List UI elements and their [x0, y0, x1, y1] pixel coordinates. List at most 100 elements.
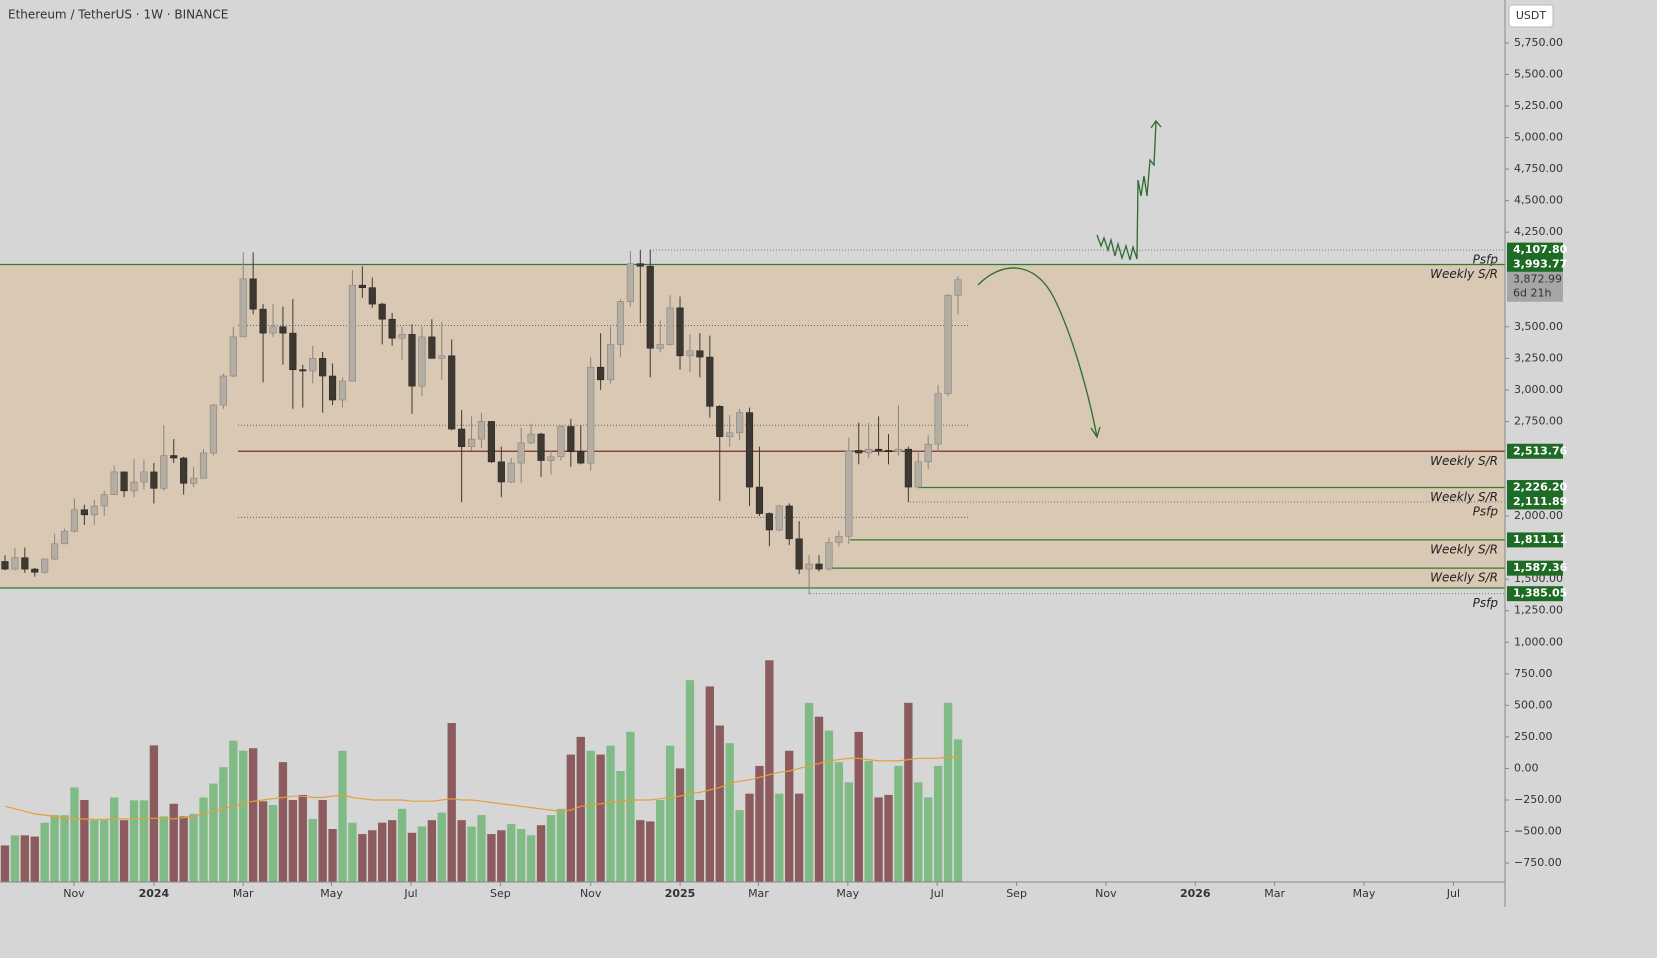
candle-body [865, 448, 873, 454]
volume-bar [268, 805, 278, 882]
volume-bar [387, 820, 397, 882]
volume-bar [943, 702, 953, 882]
volume-bar [278, 762, 288, 882]
chart-title: Ethereum / TetherUS · 1W · BINANCE [8, 8, 228, 22]
volume-bar [239, 750, 248, 882]
y-tick-label: 3,000.00 [1514, 383, 1563, 396]
currency[interactable]: USDT [1516, 9, 1547, 22]
volume-bar [288, 799, 298, 882]
level-name: Psfp [1473, 253, 1499, 267]
volume-bar [40, 822, 49, 882]
y-tick-label: 1,250.00 [1514, 604, 1563, 617]
candle-body [825, 542, 833, 570]
volume-bar [169, 803, 178, 882]
volume-bar [308, 818, 317, 882]
volume-bar [725, 743, 734, 882]
candle-body [676, 307, 684, 357]
currency-box[interactable] [1508, 4, 1554, 28]
candle-body [70, 509, 79, 532]
volume-bar [914, 782, 923, 882]
y-tick-label: 2,750.00 [1514, 414, 1563, 427]
x-tick-label: Mar [233, 887, 254, 900]
volume-bar [685, 680, 695, 882]
volume-bar [0, 845, 10, 882]
volume-bar [129, 800, 139, 882]
candle-body [467, 438, 476, 447]
x-tick-label: 2025 [665, 887, 696, 900]
candle-body [815, 563, 823, 570]
volume-bar [10, 835, 20, 882]
candle-body [736, 412, 744, 434]
level-name: Weekly S/R [1430, 490, 1498, 504]
volume-bar [139, 800, 149, 882]
level-price-box [1507, 443, 1563, 459]
volume-bar [953, 739, 963, 882]
y-tick-label: 3,500.00 [1514, 320, 1563, 333]
x-tick-label: Nov [580, 887, 602, 900]
candle-body [160, 455, 168, 489]
candle-body [587, 366, 595, 464]
candle-body [924, 443, 932, 463]
volume-ma [4, 756, 958, 821]
candle-body [755, 486, 764, 514]
y-tick-label: 5,250.00 [1514, 99, 1563, 112]
candle-body [507, 462, 515, 483]
candle-body [388, 318, 396, 339]
volume-bar [675, 768, 685, 882]
candle-body [418, 336, 426, 387]
volume-bar [109, 797, 119, 882]
level-price: 1,385.05 [1513, 587, 1567, 600]
volume-bar [705, 686, 714, 882]
candle-body [696, 350, 704, 358]
volume-bar [695, 799, 705, 882]
candle-body [259, 308, 267, 334]
candle-body [21, 557, 29, 570]
candle-body [646, 265, 654, 349]
candle-body [180, 457, 188, 484]
volume-bar [30, 836, 39, 882]
candle-body [428, 336, 436, 359]
candle-body [716, 406, 724, 437]
candle-body [835, 535, 843, 543]
volume-bar [368, 830, 377, 882]
level-price: 1,811.11 [1513, 533, 1567, 546]
current-price-box [1507, 271, 1563, 302]
candle-body [299, 369, 307, 372]
candle-body [190, 477, 198, 484]
candle-body [765, 513, 773, 531]
volume-bar [586, 750, 595, 882]
candle-body [358, 284, 366, 288]
candle-body [170, 455, 178, 459]
candle-body [368, 287, 376, 305]
candle-body [438, 355, 446, 359]
volume-bar [884, 794, 893, 882]
volume-bar [358, 834, 367, 882]
candle-body [904, 448, 912, 488]
volume-bar [924, 797, 933, 882]
arrow-head [1090, 426, 1101, 439]
volume-bar [794, 793, 804, 882]
volume-bar [248, 748, 258, 882]
volume-bar [298, 794, 307, 882]
volume-bar [90, 820, 99, 882]
y-tick-label: −250.00 [1514, 793, 1562, 806]
candle-body [845, 450, 853, 537]
volume-bar [219, 767, 228, 882]
level-price: 1,587.36 [1513, 561, 1568, 574]
volume-bar [397, 808, 407, 882]
candle-body [100, 494, 108, 507]
volume-bar [119, 820, 129, 882]
volume-bar [437, 812, 446, 882]
candle-body [855, 450, 863, 454]
candle-body [378, 303, 386, 320]
volume-bar [229, 740, 238, 882]
y-tick-label: 4,500.00 [1514, 194, 1563, 207]
candle-body [269, 326, 277, 334]
x-tick-label: May [836, 887, 859, 900]
y-tick-label: 3,250.00 [1514, 351, 1563, 364]
level-name: Weekly S/R [1430, 571, 1498, 585]
candle-body [458, 428, 466, 447]
volume-bar [70, 787, 79, 882]
